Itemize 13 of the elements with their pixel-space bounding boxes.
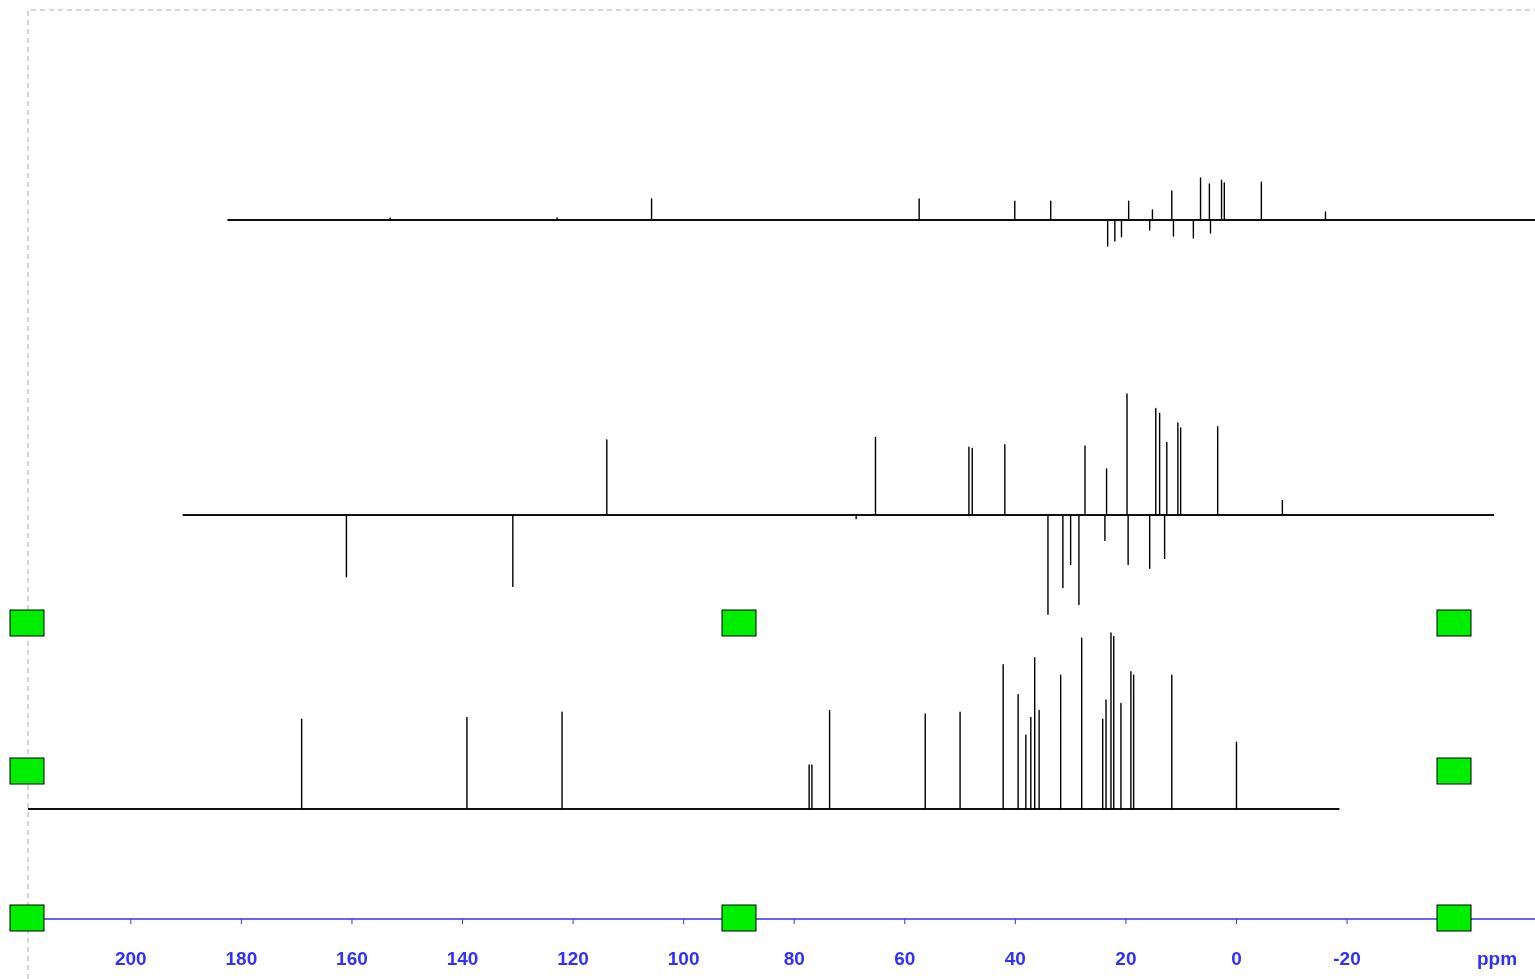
x-tick-label: 40 <box>1004 948 1026 969</box>
x-tick-label: 200 <box>114 948 147 969</box>
x-tick-label: 140 <box>446 948 479 969</box>
x-tick-label: 80 <box>783 948 805 969</box>
x-tick-label: 120 <box>557 948 589 969</box>
x-axis-title: ppm <box>1476 948 1518 969</box>
x-tick-label: 180 <box>225 948 258 969</box>
x-tick-label: -20 <box>1333 948 1361 969</box>
x-tick-label: 20 <box>1115 948 1137 969</box>
x-tick-label: 0 <box>1231 948 1242 969</box>
x-tick-label: 60 <box>894 948 916 969</box>
x-tick-label: 100 <box>667 948 700 969</box>
x-tick-label: 160 <box>336 948 368 969</box>
